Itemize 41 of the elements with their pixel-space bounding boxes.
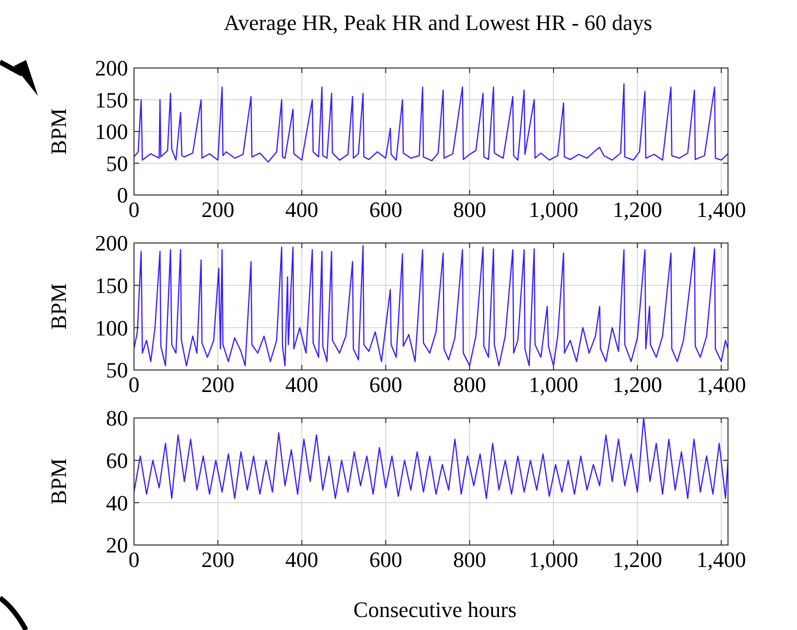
x-tick-label: 400 bbox=[285, 372, 318, 397]
x-tick-label: 1,400 bbox=[696, 372, 746, 397]
y-tick-label: 200 bbox=[95, 56, 128, 81]
y-axis-title: BPM bbox=[46, 108, 71, 155]
x-tick-label: 1,200 bbox=[612, 197, 662, 222]
x-tick-label: 1,400 bbox=[696, 197, 746, 222]
x-tick-label: 800 bbox=[453, 372, 486, 397]
y-tick-label: 80 bbox=[106, 406, 128, 431]
y-tick-label: 20 bbox=[106, 532, 128, 558]
x-tick-label: 400 bbox=[285, 547, 318, 572]
y-axis-title: BPM bbox=[46, 283, 71, 330]
x-tick-label: 1,400 bbox=[696, 547, 746, 572]
x-tick-label: 800 bbox=[453, 197, 486, 222]
line-series bbox=[133, 244, 729, 366]
x-tick-label: 600 bbox=[369, 547, 402, 572]
x-tick-label: 600 bbox=[369, 372, 402, 397]
y-tick-label: 50 bbox=[106, 150, 128, 176]
y-tick-label: 50 bbox=[106, 358, 128, 383]
y-tick-label: 40 bbox=[106, 490, 128, 516]
x-tick-label: 1,200 bbox=[612, 372, 662, 397]
x-tick-label: 1,000 bbox=[528, 547, 578, 572]
y-tick-label: 100 bbox=[95, 315, 128, 340]
line-series bbox=[133, 417, 729, 500]
x-tick-label: 200 bbox=[201, 547, 234, 572]
x-tick-label: 600 bbox=[369, 197, 402, 222]
x-tick-label: 1,000 bbox=[528, 197, 578, 222]
y-tick-label: 100 bbox=[95, 119, 128, 144]
x-tick-label: 1,000 bbox=[528, 372, 578, 397]
y-axis-title: BPM bbox=[46, 458, 71, 505]
x-tick-label: 200 bbox=[201, 372, 234, 397]
x-tick-label: 800 bbox=[453, 547, 486, 572]
y-tick-label: 200 bbox=[95, 230, 128, 256]
y-tick-label: 60 bbox=[106, 448, 128, 474]
y-tick-label: 150 bbox=[95, 273, 128, 298]
line-series bbox=[133, 83, 729, 163]
x-tick-label: 200 bbox=[201, 197, 234, 222]
x-tick-label: 1,200 bbox=[612, 547, 662, 572]
chart-title: Average HR, Peak HR and Lowest HR - 60 days bbox=[224, 10, 652, 35]
y-tick-label: 150 bbox=[95, 87, 128, 112]
x-axis-title: Consecutive hours bbox=[353, 597, 517, 622]
x-tick-label: 400 bbox=[285, 197, 318, 222]
